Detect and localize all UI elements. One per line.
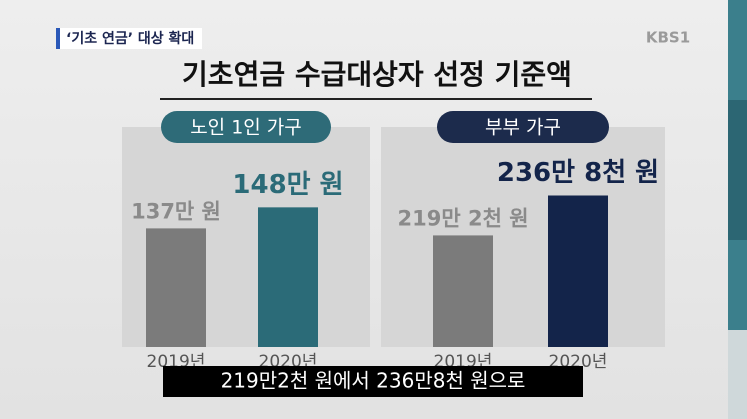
bar <box>258 207 318 347</box>
value-label: 236만 8천 원 <box>497 158 659 188</box>
bar <box>146 228 206 347</box>
chart-title: 부부 가구 <box>485 117 561 139</box>
value-label: 148만 원 <box>232 170 343 200</box>
chart-title-pill <box>437 111 609 143</box>
side-strip-band <box>728 330 747 419</box>
value-label: 137만 원 <box>131 199 221 223</box>
side-strip-band <box>728 100 747 240</box>
header-text: ‘기초 연금’ 대상 확대 <box>66 30 194 47</box>
panel <box>381 127 665 347</box>
bar <box>433 235 493 347</box>
chart-title-pill <box>161 111 331 143</box>
header-accent <box>56 28 60 49</box>
caption: 219만2천 원에서 236만8천 원으로 <box>221 369 526 393</box>
caption-box <box>163 366 583 397</box>
value-label: 219만 2천 원 <box>397 206 528 230</box>
bar <box>548 195 608 347</box>
logo: KBS1 <box>646 29 690 47</box>
chart-title: 노인 1인 가구 <box>190 117 302 139</box>
header-box <box>60 28 202 49</box>
title: 기초연금 수급대상자 선정 기준액 <box>182 58 572 91</box>
